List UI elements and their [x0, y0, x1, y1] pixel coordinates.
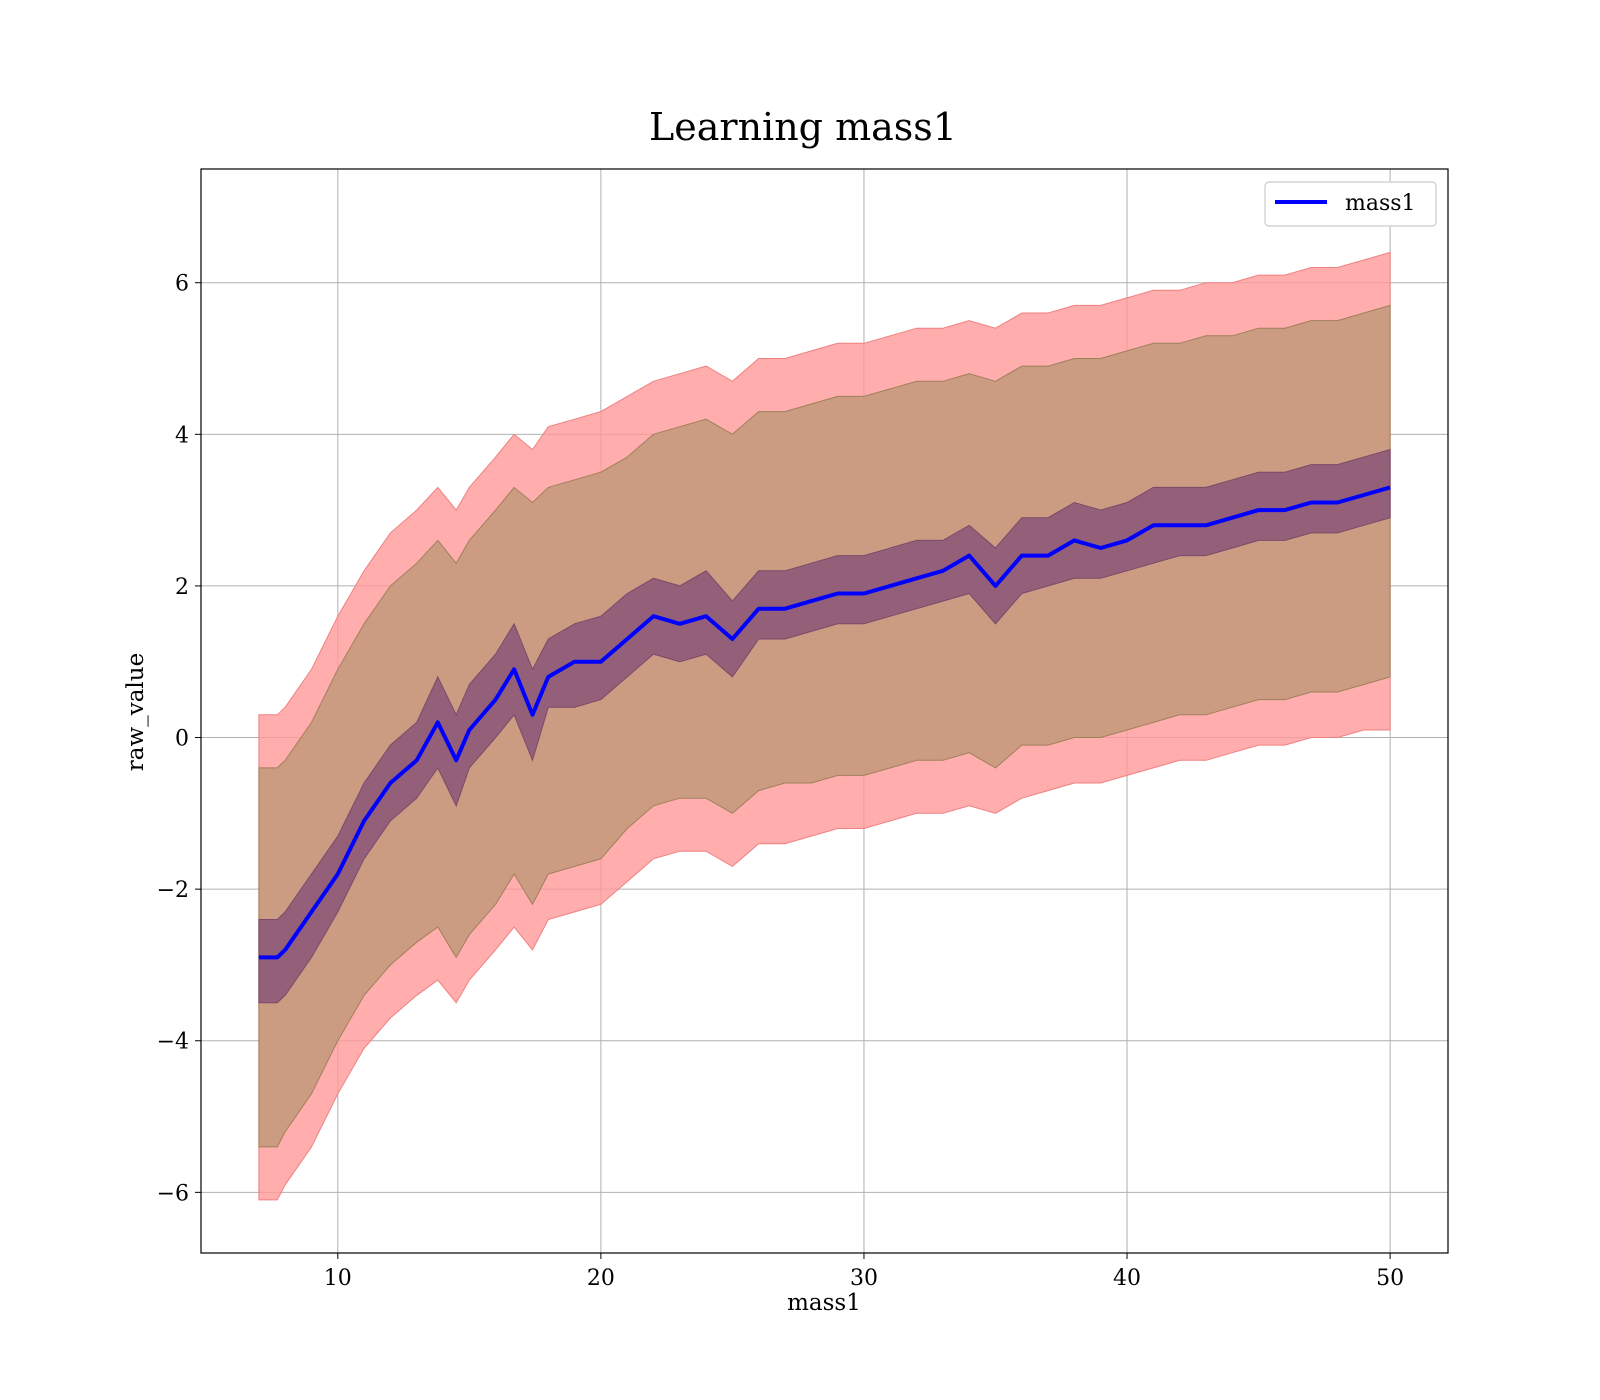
y-tick-label: 6 — [175, 272, 189, 297]
y-tick-label: −4 — [157, 1030, 189, 1055]
y-tick-label: −2 — [157, 878, 189, 903]
x-tick-label: 20 — [587, 1266, 615, 1291]
y-tick-label: 2 — [175, 575, 189, 600]
x-tick-label: 40 — [1113, 1266, 1141, 1291]
x-axis-ticks: 10 20 30 40 50 — [324, 1253, 1404, 1291]
y-tick-label: 0 — [175, 727, 189, 752]
legend: mass1 — [1264, 181, 1437, 227]
legend-box — [1264, 181, 1437, 227]
x-tick-label: 10 — [324, 1266, 352, 1291]
y-tick-label: 4 — [175, 423, 189, 448]
series-line-mass1 — [258, 485, 1391, 960]
y-axis-ticks: −6 −4 −2 0 2 4 6 — [157, 272, 201, 1206]
plot-frame — [200, 168, 1449, 1254]
x-tick-label: 30 — [850, 1266, 878, 1291]
x-tick-label: 50 — [1376, 1266, 1404, 1291]
x-axis-label: mass1 — [787, 1290, 861, 1316]
legend-label-mass1: mass1 — [1345, 191, 1416, 216]
chart-title: Learning mass1 — [649, 105, 957, 149]
inner-band — [258, 448, 1391, 1004]
y-tick-label: −6 — [157, 1181, 189, 1206]
bands — [258, 251, 1391, 1201]
y-axis-label: raw_value — [123, 653, 149, 771]
